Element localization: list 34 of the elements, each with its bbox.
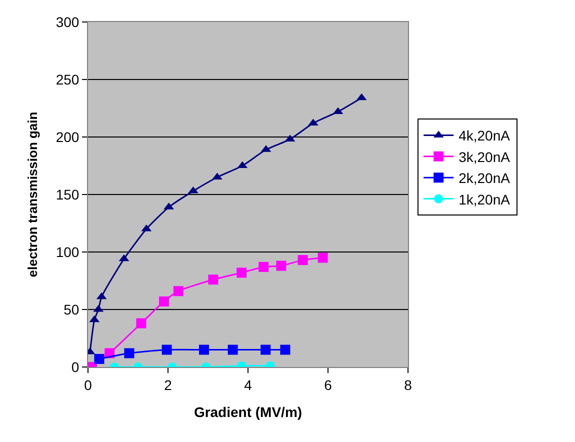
point: [136, 318, 146, 328]
point: [199, 344, 209, 355]
point: [94, 354, 104, 364]
point: [276, 260, 286, 271]
legend-label: 3k,20nA: [458, 148, 511, 165]
point: [228, 344, 238, 355]
point: [159, 296, 169, 306]
y-tick-label: 300: [56, 14, 80, 30]
point: [260, 344, 271, 355]
y-tick-label: 150: [56, 186, 80, 202]
x-tick-label: 8: [404, 376, 412, 393]
point: [258, 262, 269, 272]
y-tick-label: 250: [56, 71, 80, 88]
legend-label: 4k,20nA: [458, 128, 511, 144]
y-tick-label: 200: [56, 128, 80, 145]
x-tick-label: 0: [84, 376, 92, 393]
x-axis-title: Gradient (MV/m): [194, 404, 302, 420]
point: [173, 286, 184, 296]
point: [236, 268, 247, 278]
y-tick-label: 100: [56, 244, 80, 260]
legend-label: 2k,20nA: [458, 170, 511, 186]
point: [318, 252, 328, 263]
point: [162, 344, 172, 355]
point: [280, 344, 290, 355]
point: [298, 255, 308, 266]
point: [124, 348, 134, 358]
x-tick-label: 2: [164, 376, 172, 393]
x-tick-label: 4: [244, 376, 252, 393]
y-axis-title: electron transmission gain: [24, 112, 40, 278]
y-tick-label: 0: [71, 358, 80, 375]
point: [208, 274, 218, 285]
x-tick-label: 6: [324, 376, 332, 393]
y-tick-label: 50: [64, 301, 80, 318]
legend-label: 1k,20nA: [458, 191, 511, 208]
